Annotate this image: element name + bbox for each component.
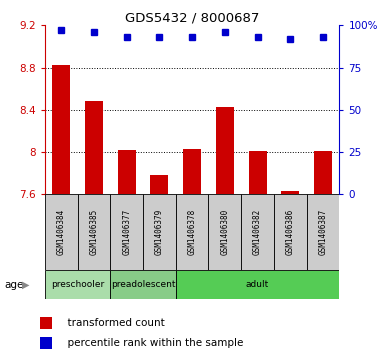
Text: GSM1406387: GSM1406387: [319, 209, 328, 256]
Text: GSM1406380: GSM1406380: [220, 209, 229, 256]
Bar: [208, 194, 241, 270]
Bar: [248, 151, 266, 194]
Bar: [52, 65, 70, 194]
Text: adult: adult: [246, 281, 269, 289]
Bar: [307, 194, 339, 270]
Bar: [314, 151, 332, 194]
Bar: [143, 194, 176, 270]
Bar: [151, 175, 168, 194]
Bar: [176, 194, 208, 270]
Bar: [183, 149, 201, 194]
Text: GSM1406385: GSM1406385: [89, 209, 98, 256]
Bar: [118, 150, 136, 194]
Text: age: age: [4, 280, 23, 290]
Text: GSM1406382: GSM1406382: [253, 209, 262, 256]
Text: GSM1406377: GSM1406377: [122, 209, 131, 256]
Text: preschooler: preschooler: [51, 281, 104, 289]
Bar: [216, 107, 234, 194]
Bar: [110, 270, 176, 299]
Text: GSM1406384: GSM1406384: [57, 209, 66, 256]
Bar: [40, 337, 52, 349]
Text: transformed count: transformed count: [61, 318, 165, 328]
Bar: [85, 101, 103, 194]
Text: GSM1406378: GSM1406378: [188, 209, 197, 256]
Bar: [281, 191, 299, 194]
Bar: [274, 194, 307, 270]
Bar: [45, 270, 110, 299]
Text: ▶: ▶: [22, 280, 30, 290]
Bar: [110, 194, 143, 270]
Text: preadolescent: preadolescent: [111, 281, 175, 289]
Bar: [78, 194, 110, 270]
Bar: [40, 317, 52, 329]
Bar: [45, 194, 78, 270]
Bar: [241, 194, 274, 270]
Title: GDS5432 / 8000687: GDS5432 / 8000687: [125, 11, 259, 24]
Text: percentile rank within the sample: percentile rank within the sample: [61, 338, 244, 348]
Text: GSM1406386: GSM1406386: [286, 209, 295, 256]
Text: GSM1406379: GSM1406379: [155, 209, 164, 256]
Bar: [176, 270, 339, 299]
